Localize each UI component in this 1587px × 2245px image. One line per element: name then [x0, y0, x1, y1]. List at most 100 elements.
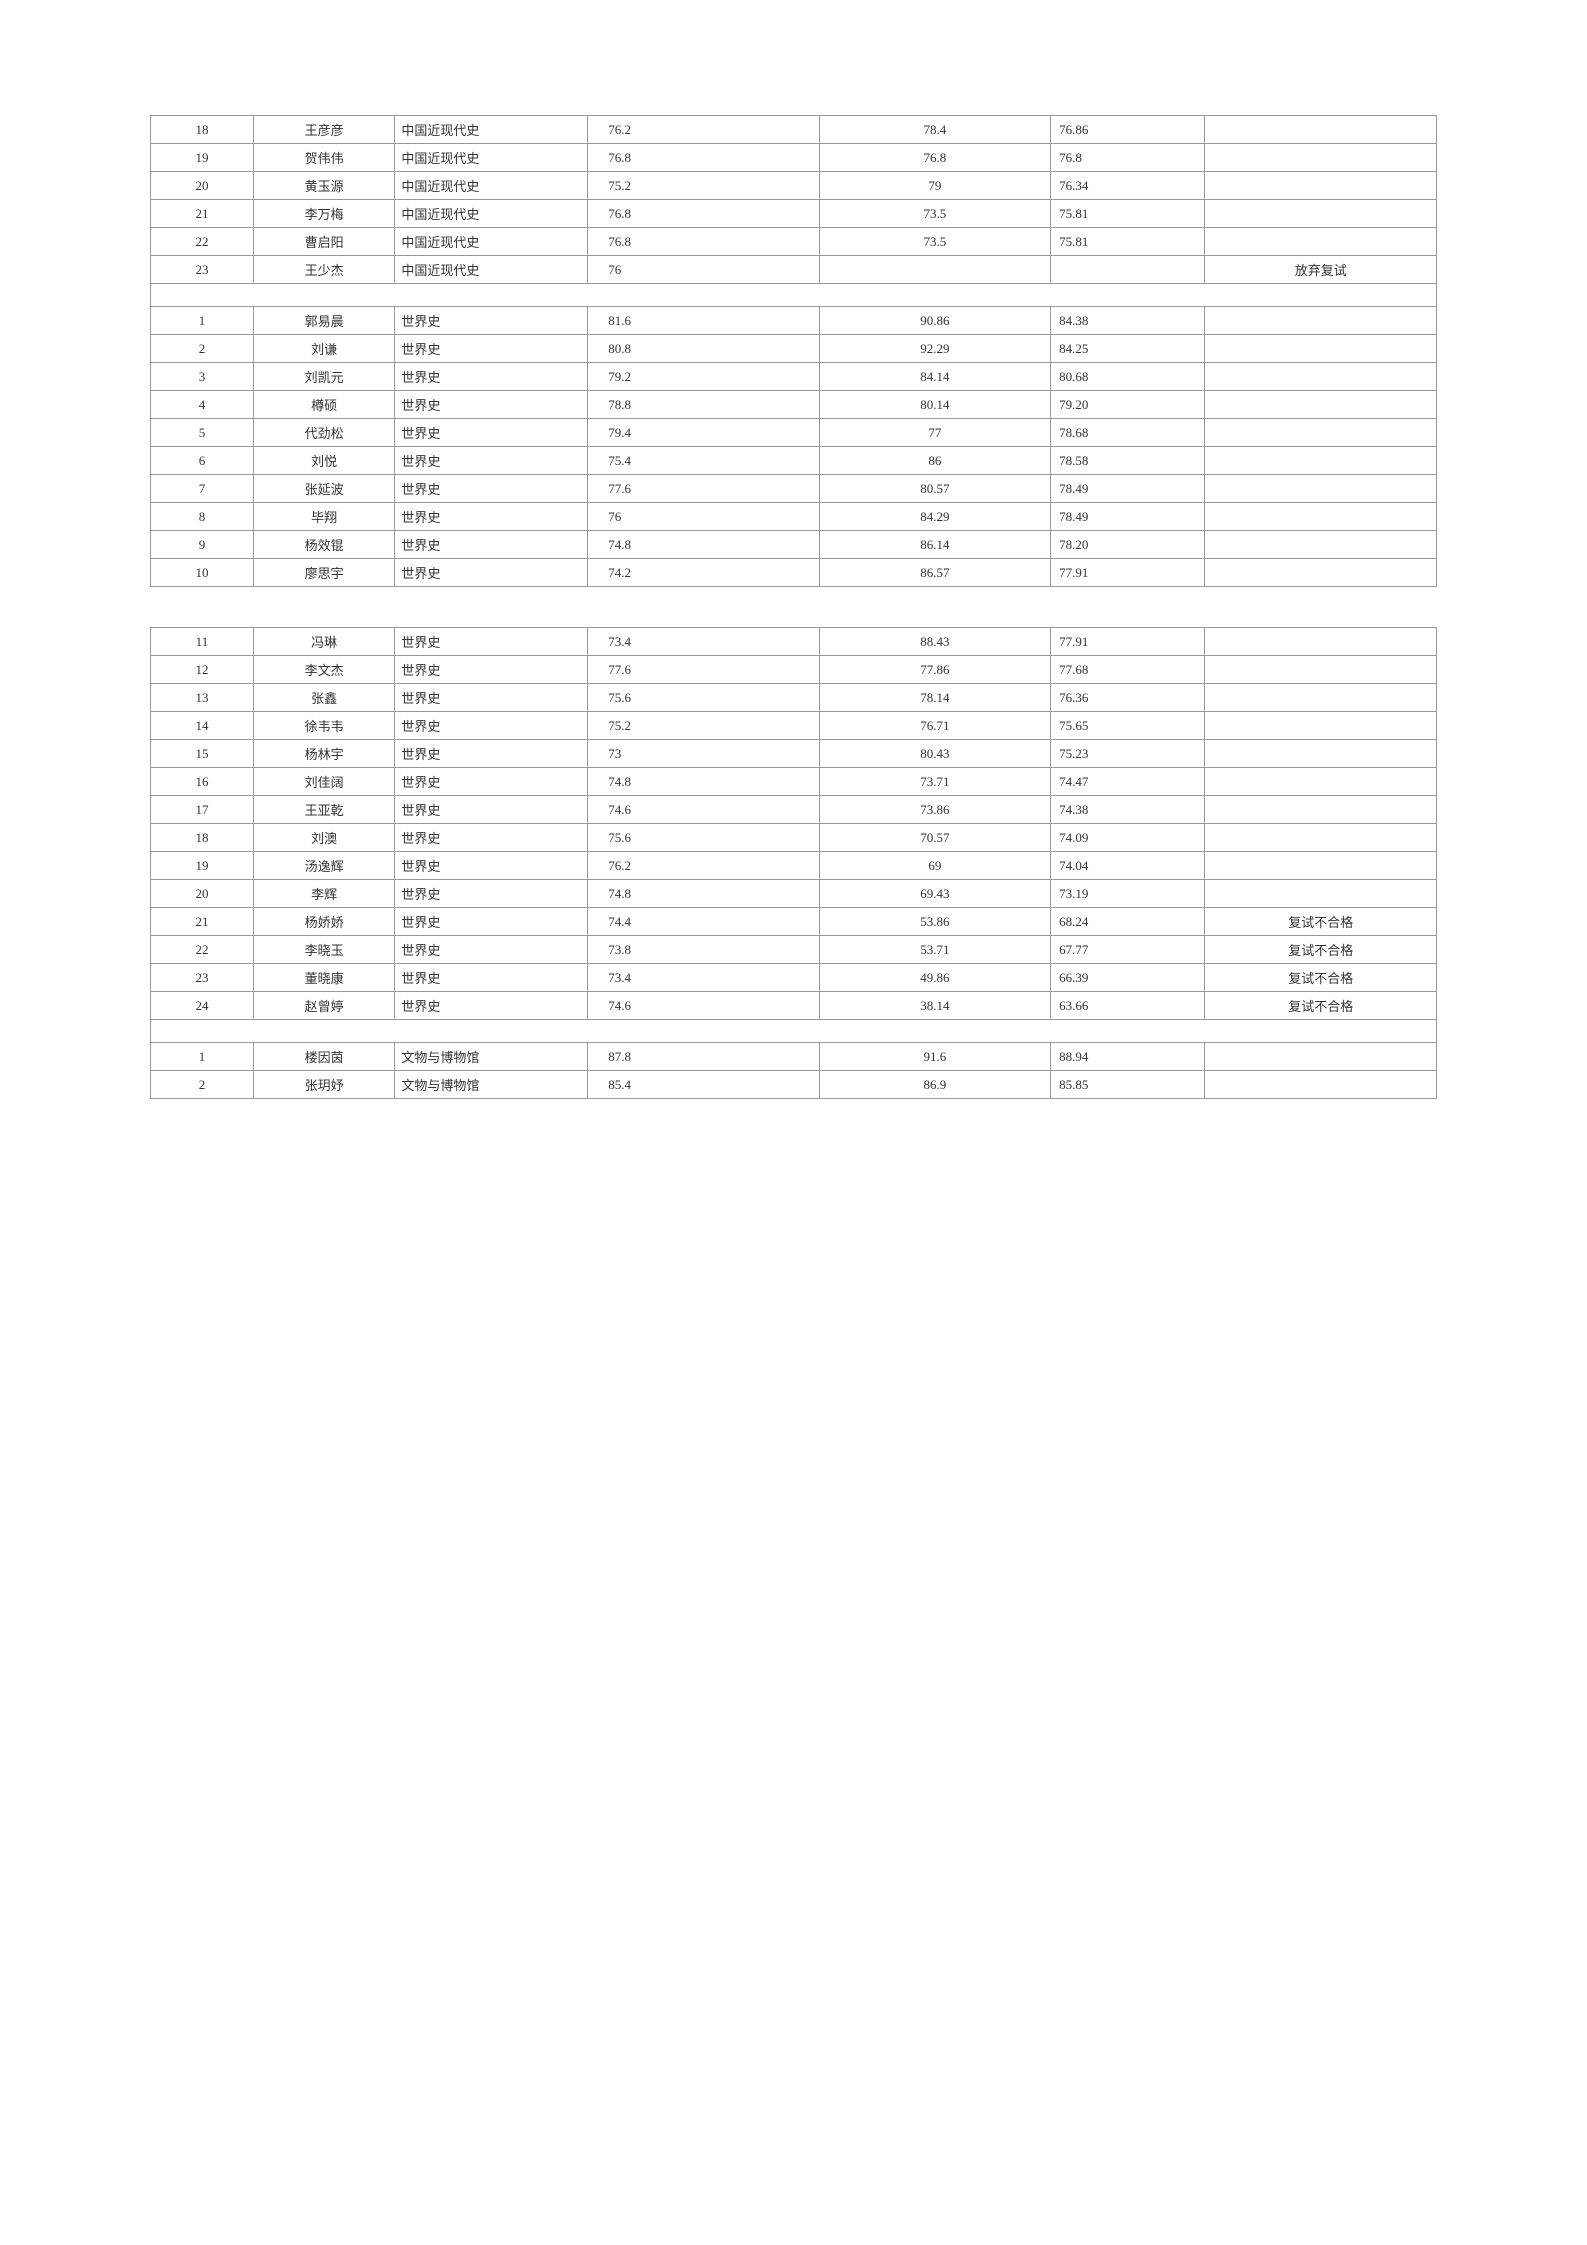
cell-score1: 76.2	[588, 116, 819, 144]
cell-score3: 78.49	[1051, 503, 1205, 531]
cell-score1: 74.4	[588, 908, 819, 936]
table-row: 24赵曾婷世界史74.638.1463.66复试不合格	[151, 992, 1437, 1020]
cell-major: 世界史	[395, 852, 588, 880]
table-row: 1楼因茵文物与博物馆87.891.688.94	[151, 1043, 1437, 1071]
cell-score2: 76.71	[819, 712, 1050, 740]
cell-score3: 74.47	[1051, 768, 1205, 796]
cell-score2: 86	[819, 447, 1050, 475]
cell-remark	[1205, 503, 1437, 531]
cell-index: 22	[151, 936, 254, 964]
cell-name: 刘悦	[253, 447, 394, 475]
cell-name: 汤逸辉	[253, 852, 394, 880]
results-table-1: 18王彦彦中国近现代史76.278.476.8619贺伟伟中国近现代史76.87…	[150, 115, 1437, 587]
cell-score1: 74.6	[588, 796, 819, 824]
cell-name: 贺伟伟	[253, 144, 394, 172]
table-row: 6刘悦世界史75.48678.58	[151, 447, 1437, 475]
cell-major: 世界史	[395, 684, 588, 712]
cell-score3: 80.68	[1051, 363, 1205, 391]
cell-remark	[1205, 419, 1437, 447]
cell-remark	[1205, 144, 1437, 172]
cell-remark	[1205, 628, 1437, 656]
cell-major: 世界史	[395, 559, 588, 587]
table-row: 3刘凯元世界史79.284.1480.68	[151, 363, 1437, 391]
cell-score1: 76.8	[588, 144, 819, 172]
cell-score2: 78.14	[819, 684, 1050, 712]
cell-remark	[1205, 172, 1437, 200]
cell-major: 世界史	[395, 628, 588, 656]
cell-score1: 85.4	[588, 1071, 819, 1099]
cell-major: 世界史	[395, 768, 588, 796]
cell-score3: 75.81	[1051, 228, 1205, 256]
cell-index: 15	[151, 740, 254, 768]
cell-major: 世界史	[395, 712, 588, 740]
cell-index: 10	[151, 559, 254, 587]
cell-score3: 76.8	[1051, 144, 1205, 172]
cell-score3: 77.91	[1051, 559, 1205, 587]
cell-score2: 84.29	[819, 503, 1050, 531]
cell-score3: 75.23	[1051, 740, 1205, 768]
table-row: 14徐韦韦世界史75.276.7175.65	[151, 712, 1437, 740]
cell-score2: 90.86	[819, 307, 1050, 335]
cell-name: 张玥妤	[253, 1071, 394, 1099]
cell-remark	[1205, 1071, 1437, 1099]
cell-name: 黄玉源	[253, 172, 394, 200]
table-row: 8毕翔世界史7684.2978.49	[151, 503, 1437, 531]
cell-score2: 86.14	[819, 531, 1050, 559]
cell-remark	[1205, 559, 1437, 587]
cell-score1: 87.8	[588, 1043, 819, 1071]
table-row: 17王亚乾世界史74.673.8674.38	[151, 796, 1437, 824]
cell-name: 刘凯元	[253, 363, 394, 391]
cell-score1: 76.2	[588, 852, 819, 880]
cell-name: 李万梅	[253, 200, 394, 228]
cell-score2: 73.86	[819, 796, 1050, 824]
cell-name: 董晓康	[253, 964, 394, 992]
cell-index: 18	[151, 824, 254, 852]
cell-name: 李文杰	[253, 656, 394, 684]
table-row: 19汤逸辉世界史76.26974.04	[151, 852, 1437, 880]
cell-remark	[1205, 852, 1437, 880]
table-row: 5代劲松世界史79.47778.68	[151, 419, 1437, 447]
cell-index: 20	[151, 880, 254, 908]
cell-index: 12	[151, 656, 254, 684]
spacer-row	[151, 1020, 1437, 1043]
cell-name: 郭易晨	[253, 307, 394, 335]
cell-name: 曹启阳	[253, 228, 394, 256]
table-row: 2张玥妤文物与博物馆85.486.985.85	[151, 1071, 1437, 1099]
cell-score2: 80.57	[819, 475, 1050, 503]
cell-score2: 86.9	[819, 1071, 1050, 1099]
cell-score3: 78.68	[1051, 419, 1205, 447]
cell-score2: 53.71	[819, 936, 1050, 964]
cell-major: 世界史	[395, 656, 588, 684]
table-row: 7张延波世界史77.680.5778.49	[151, 475, 1437, 503]
cell-score3: 73.19	[1051, 880, 1205, 908]
cell-score2: 80.14	[819, 391, 1050, 419]
cell-score2: 77.86	[819, 656, 1050, 684]
cell-name: 代劲松	[253, 419, 394, 447]
cell-score1: 75.2	[588, 712, 819, 740]
cell-index: 13	[151, 684, 254, 712]
cell-remark: 复试不合格	[1205, 964, 1437, 992]
cell-score3: 78.20	[1051, 531, 1205, 559]
cell-name: 毕翔	[253, 503, 394, 531]
cell-remark: 放弃复试	[1205, 256, 1437, 284]
cell-index: 19	[151, 852, 254, 880]
cell-index: 2	[151, 335, 254, 363]
table-row: 21杨娇娇世界史74.453.8668.24复试不合格	[151, 908, 1437, 936]
cell-index: 20	[151, 172, 254, 200]
cell-score2: 92.29	[819, 335, 1050, 363]
cell-score1: 73.4	[588, 628, 819, 656]
cell-major: 世界史	[395, 391, 588, 419]
cell-index: 8	[151, 503, 254, 531]
cell-index: 9	[151, 531, 254, 559]
cell-score3: 66.39	[1051, 964, 1205, 992]
cell-score1: 77.6	[588, 475, 819, 503]
cell-remark	[1205, 824, 1437, 852]
cell-remark	[1205, 200, 1437, 228]
cell-remark	[1205, 712, 1437, 740]
cell-index: 6	[151, 447, 254, 475]
cell-score1: 81.6	[588, 307, 819, 335]
cell-major: 世界史	[395, 824, 588, 852]
cell-remark	[1205, 531, 1437, 559]
cell-score2: 70.57	[819, 824, 1050, 852]
cell-remark: 复试不合格	[1205, 992, 1437, 1020]
